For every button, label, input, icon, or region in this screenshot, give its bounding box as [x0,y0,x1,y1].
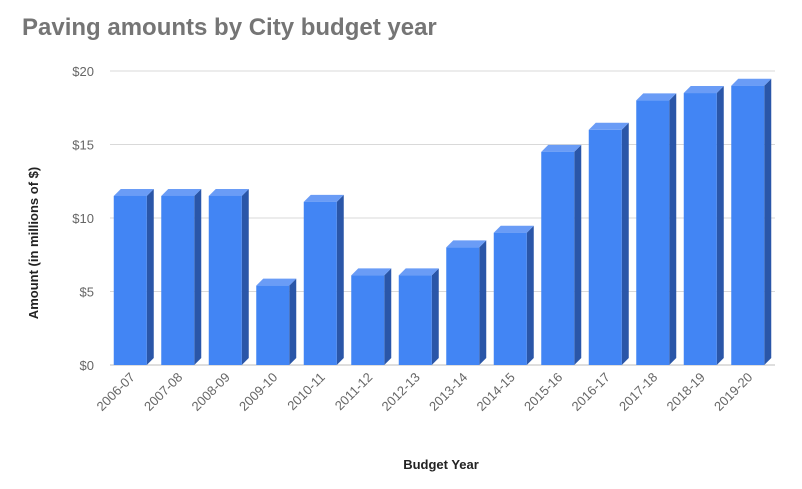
bar-side [431,268,439,365]
y-axis-title: Amount (in millions of $) [26,167,41,319]
bar-front [256,285,290,365]
bar [351,268,392,365]
x-tick-label: 2011-12 [332,370,376,414]
bar-top [113,188,154,196]
bar [398,268,439,365]
bar-top [541,144,582,152]
bar-top [303,194,344,202]
bar-side [336,194,344,365]
x-axis-title: Budget Year [403,457,479,472]
bar [731,78,772,365]
bar-front [588,129,622,365]
bar-side [384,268,392,365]
x-tick-label: 2014-15 [474,370,518,414]
x-tick-label: 2008-09 [189,370,233,414]
y-tick-label: $5 [80,285,94,300]
bar-side [146,188,154,365]
bar-side [526,225,534,365]
bar-top [493,225,534,233]
bar-side [764,78,772,365]
bar-front [493,232,527,365]
bar-top [208,188,249,196]
bar [303,194,344,365]
bar-front [731,85,765,365]
x-tick-label: 2013-14 [426,370,470,414]
x-tick-label: 2012-13 [379,370,423,414]
x-tick-label: 2018-19 [664,370,708,414]
x-tick-label: 2016-17 [569,370,613,414]
bar-top [398,268,439,276]
bar-front [398,275,432,365]
x-tick-label: 2010-11 [284,370,328,414]
y-axis-ticks: $0 $5 $10 $15 $20 [72,64,94,373]
bar-front [541,151,575,365]
bar [113,188,154,365]
y-tick-label: $10 [72,211,94,226]
x-tick-label: 2017-18 [616,370,660,414]
bar-top [636,93,677,101]
y-tick-label: $20 [72,64,94,79]
bar-front [161,195,195,365]
bar-front [351,275,385,365]
bar-top [351,268,392,276]
bar [683,86,724,366]
y-tick-label: $0 [80,358,94,373]
bar-side [241,188,249,365]
bar [636,93,677,366]
bar-front [113,195,147,365]
x-tick-label: 2006-07 [94,370,138,414]
x-tick-label: 2009-10 [236,370,280,414]
bar [256,278,297,365]
bar [208,188,249,365]
bar-side [479,240,487,365]
bar-front [683,93,717,366]
bar-side [194,188,202,365]
bar-side [669,93,677,366]
bar [161,188,202,365]
bar-top [446,240,487,248]
bar-front [208,195,242,365]
bar-top [683,86,724,94]
bar-side [289,278,297,365]
x-tick-label: 2019-20 [711,370,755,414]
x-tick-label: 2007-08 [141,370,185,414]
bar [446,240,487,365]
bar-top [161,188,202,196]
bar-front [446,247,480,365]
bars [113,78,772,366]
bar-side [716,86,724,366]
bar-top [588,122,629,130]
bar-front [636,100,670,366]
chart-title: Paving amounts by City budget year [22,14,437,41]
x-axis-ticks: 2006-07 2007-08 2008-09 2009-10 2010-11 2011-… [94,370,756,414]
bar-top [731,78,772,86]
bar [588,122,629,365]
bar-side [621,122,629,365]
bar [541,144,582,365]
x-tick-label: 2015-16 [521,370,565,414]
bar-side [574,144,582,365]
bar-front [303,201,337,365]
bar-top [256,278,297,286]
y-tick-label: $15 [72,138,94,153]
bar [493,225,534,365]
